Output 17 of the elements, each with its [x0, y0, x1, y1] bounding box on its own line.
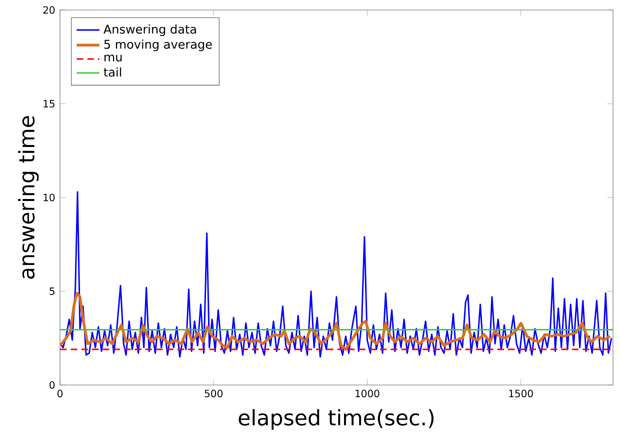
x-tick-label: 1000 — [356, 390, 380, 398]
x-axis-title: elapsed time(sec.) — [238, 409, 434, 430]
legend-label: tail — [104, 67, 122, 77]
y-tick-label: 10 — [44, 194, 55, 202]
x-tick-label: 1500 — [509, 390, 533, 398]
y-axis-title: answering time — [18, 116, 39, 279]
y-tick-label: 0 — [50, 381, 55, 389]
x-tick-label: 500 — [204, 390, 222, 398]
y-tick-label: 5 — [50, 288, 54, 295]
legend-label: mu — [104, 54, 122, 62]
x-tick-label: 0 — [57, 390, 63, 398]
y-tick-label: 20 — [43, 6, 55, 14]
line-series — [60, 191, 612, 358]
y-tick-label: 15 — [44, 100, 54, 108]
line-series — [60, 292, 612, 351]
legend-label: 5 moving average — [104, 40, 212, 52]
legend-label: Answering data — [104, 24, 196, 36]
